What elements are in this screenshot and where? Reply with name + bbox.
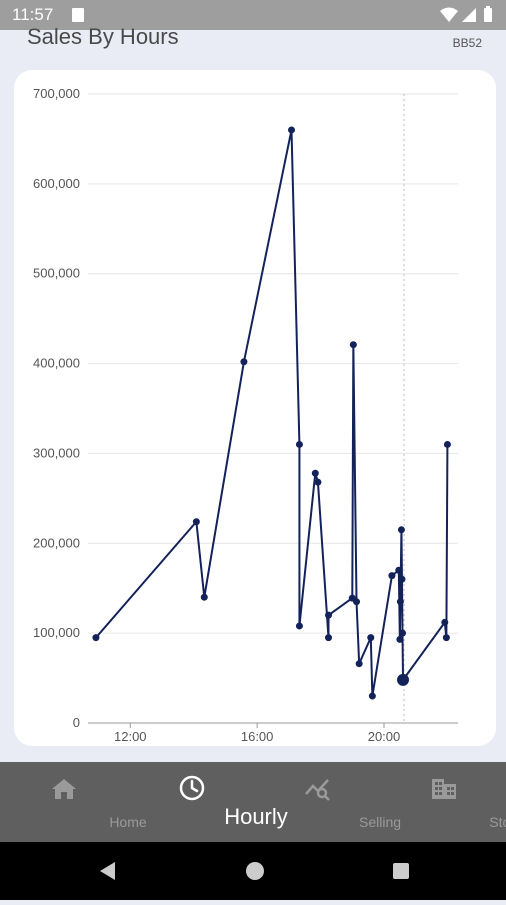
status-time: 11:57	[12, 5, 54, 24]
nav-home[interactable]: Home	[0, 762, 147, 842]
data-point	[396, 635, 404, 643]
nav-hourly-label: Hourly	[224, 804, 288, 829]
data-point	[295, 440, 303, 448]
nav-hourly[interactable]: Hourly	[128, 762, 288, 842]
data-point	[349, 341, 357, 349]
data-point	[192, 518, 200, 526]
y-tick-label: 600,000	[33, 176, 80, 191]
y-tick-label: 100,000	[33, 625, 80, 640]
data-point	[92, 634, 100, 642]
system-nav-bar	[0, 842, 506, 900]
data-point	[240, 358, 248, 366]
data-point	[355, 660, 363, 668]
data-point	[325, 611, 332, 619]
y-tick-label: 0	[73, 715, 80, 730]
home-icon	[52, 779, 76, 799]
sd-card-icon	[72, 8, 84, 22]
data-point	[288, 126, 295, 134]
data-point	[311, 469, 319, 477]
y-tick-label: 300,000	[33, 445, 80, 460]
nav-home-label: Home	[109, 814, 147, 830]
data-point	[397, 526, 405, 534]
status-bar: 11:57	[0, 0, 506, 30]
y-tick-label: 700,000	[33, 86, 80, 101]
data-point	[388, 572, 396, 580]
data-point	[397, 673, 410, 686]
clock-icon	[179, 775, 205, 801]
data-point	[396, 598, 404, 606]
data-point	[295, 622, 303, 630]
home-circle-icon[interactable]	[246, 862, 264, 880]
data-point	[398, 575, 406, 583]
page-title: Sales By Hours	[27, 24, 179, 49]
building-icon	[432, 779, 456, 799]
data-point	[441, 618, 449, 626]
bottom-nav: Home Hourly Selling Store	[0, 762, 506, 842]
y-tick-label: 500,000	[33, 266, 80, 281]
nav-selling[interactable]: Selling	[256, 762, 401, 842]
x-tick-label: 16:00	[241, 729, 274, 744]
recents-icon[interactable]	[393, 863, 409, 879]
data-point	[367, 634, 375, 642]
data-point	[314, 478, 322, 486]
data-point	[395, 566, 403, 574]
nav-selling-label: Selling	[358, 814, 402, 830]
data-point	[399, 629, 406, 637]
status-icons	[440, 6, 492, 22]
data-point	[325, 634, 332, 642]
data-point	[368, 692, 376, 700]
series-line	[95, 128, 449, 698]
y-tick-label: 200,000	[33, 535, 80, 550]
y-tick-label: 400,000	[33, 356, 80, 371]
data-point	[353, 598, 361, 606]
trend-search-icon	[305, 779, 330, 801]
signal-icon	[462, 8, 476, 22]
x-tick-label: 12:00	[114, 729, 147, 744]
data-point	[443, 440, 451, 448]
sales-chart[interactable]: 0 100,000 200,000 300,000 400,000 500,000 600,…	[0, 0, 506, 760]
battery-icon	[484, 8, 492, 22]
wifi-icon	[440, 7, 458, 22]
back-icon[interactable]	[100, 862, 115, 880]
store-code: BB52	[452, 36, 482, 50]
data-point	[442, 634, 450, 642]
x-tick-label: 20:00	[368, 729, 401, 744]
nav-store-label: Store	[489, 814, 506, 830]
nav-store[interactable]: Store	[382, 762, 506, 842]
data-point	[200, 593, 208, 601]
